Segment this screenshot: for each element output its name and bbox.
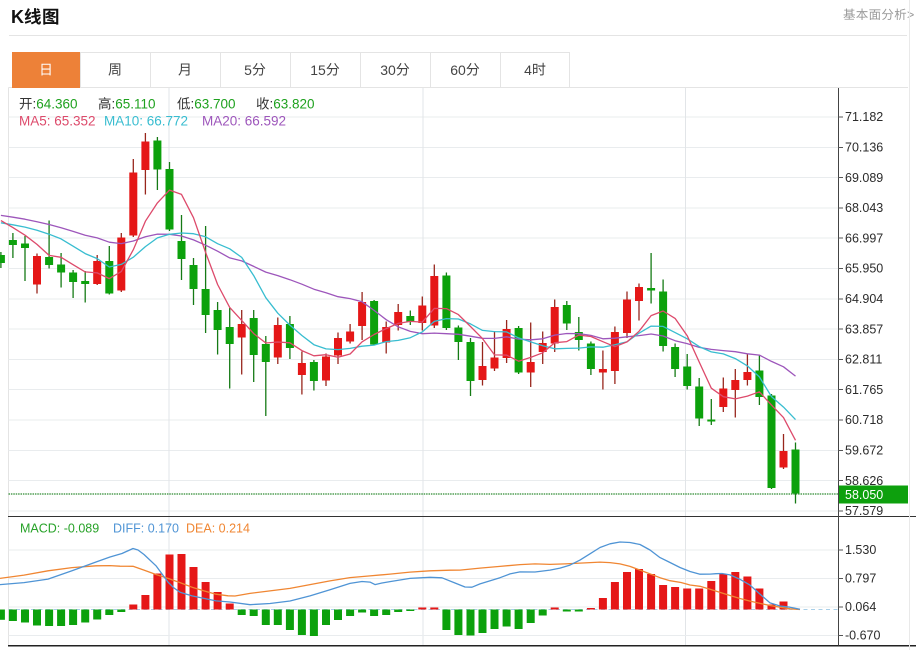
svg-text:60.718: 60.718 bbox=[845, 413, 883, 427]
svg-text:>: > bbox=[907, 8, 914, 22]
svg-text:MACD: -0.089: MACD: -0.089 bbox=[20, 522, 99, 536]
svg-text:63.857: 63.857 bbox=[845, 322, 883, 336]
svg-text:MA5: 65.352: MA5: 65.352 bbox=[19, 114, 96, 129]
svg-text:5: 5 bbox=[244, 62, 252, 78]
svg-text:58.626: 58.626 bbox=[845, 474, 883, 488]
svg-text:64.904: 64.904 bbox=[845, 292, 883, 306]
svg-text:DIFF: 0.170: DIFF: 0.170 bbox=[113, 522, 179, 536]
svg-text:65.950: 65.950 bbox=[845, 262, 883, 276]
svg-text:59.672: 59.672 bbox=[845, 444, 883, 458]
svg-text:MA10: 66.772: MA10: 66.772 bbox=[104, 114, 188, 129]
svg-text::63.700: :63.700 bbox=[191, 97, 236, 112]
svg-text:60: 60 bbox=[450, 62, 466, 78]
svg-text:15: 15 bbox=[310, 62, 326, 78]
svg-text:68.043: 68.043 bbox=[845, 201, 883, 215]
svg-text:62.811: 62.811 bbox=[845, 353, 882, 367]
svg-text:4: 4 bbox=[524, 62, 532, 78]
svg-text:58.050: 58.050 bbox=[845, 488, 883, 502]
svg-text:30: 30 bbox=[380, 62, 396, 78]
svg-text::65.110: :65.110 bbox=[112, 97, 156, 112]
svg-text:57.579: 57.579 bbox=[845, 504, 883, 518]
svg-text:DEA: 0.214: DEA: 0.214 bbox=[186, 522, 250, 536]
svg-text:66.997: 66.997 bbox=[845, 231, 883, 245]
svg-text:61.765: 61.765 bbox=[845, 383, 883, 397]
svg-text::64.360: :64.360 bbox=[33, 97, 78, 112]
svg-text:1.530: 1.530 bbox=[845, 543, 876, 557]
svg-text:K: K bbox=[11, 7, 24, 27]
svg-text:69.089: 69.089 bbox=[845, 171, 883, 185]
svg-text:70.136: 70.136 bbox=[845, 141, 883, 155]
svg-text:0.797: 0.797 bbox=[845, 572, 876, 586]
svg-text:0.064: 0.064 bbox=[845, 600, 876, 614]
svg-text:71.182: 71.182 bbox=[845, 110, 883, 124]
svg-text::63.820: :63.820 bbox=[270, 97, 315, 112]
svg-text:-0.670: -0.670 bbox=[845, 629, 880, 643]
svg-text:MA20: 66.592: MA20: 66.592 bbox=[202, 114, 286, 129]
